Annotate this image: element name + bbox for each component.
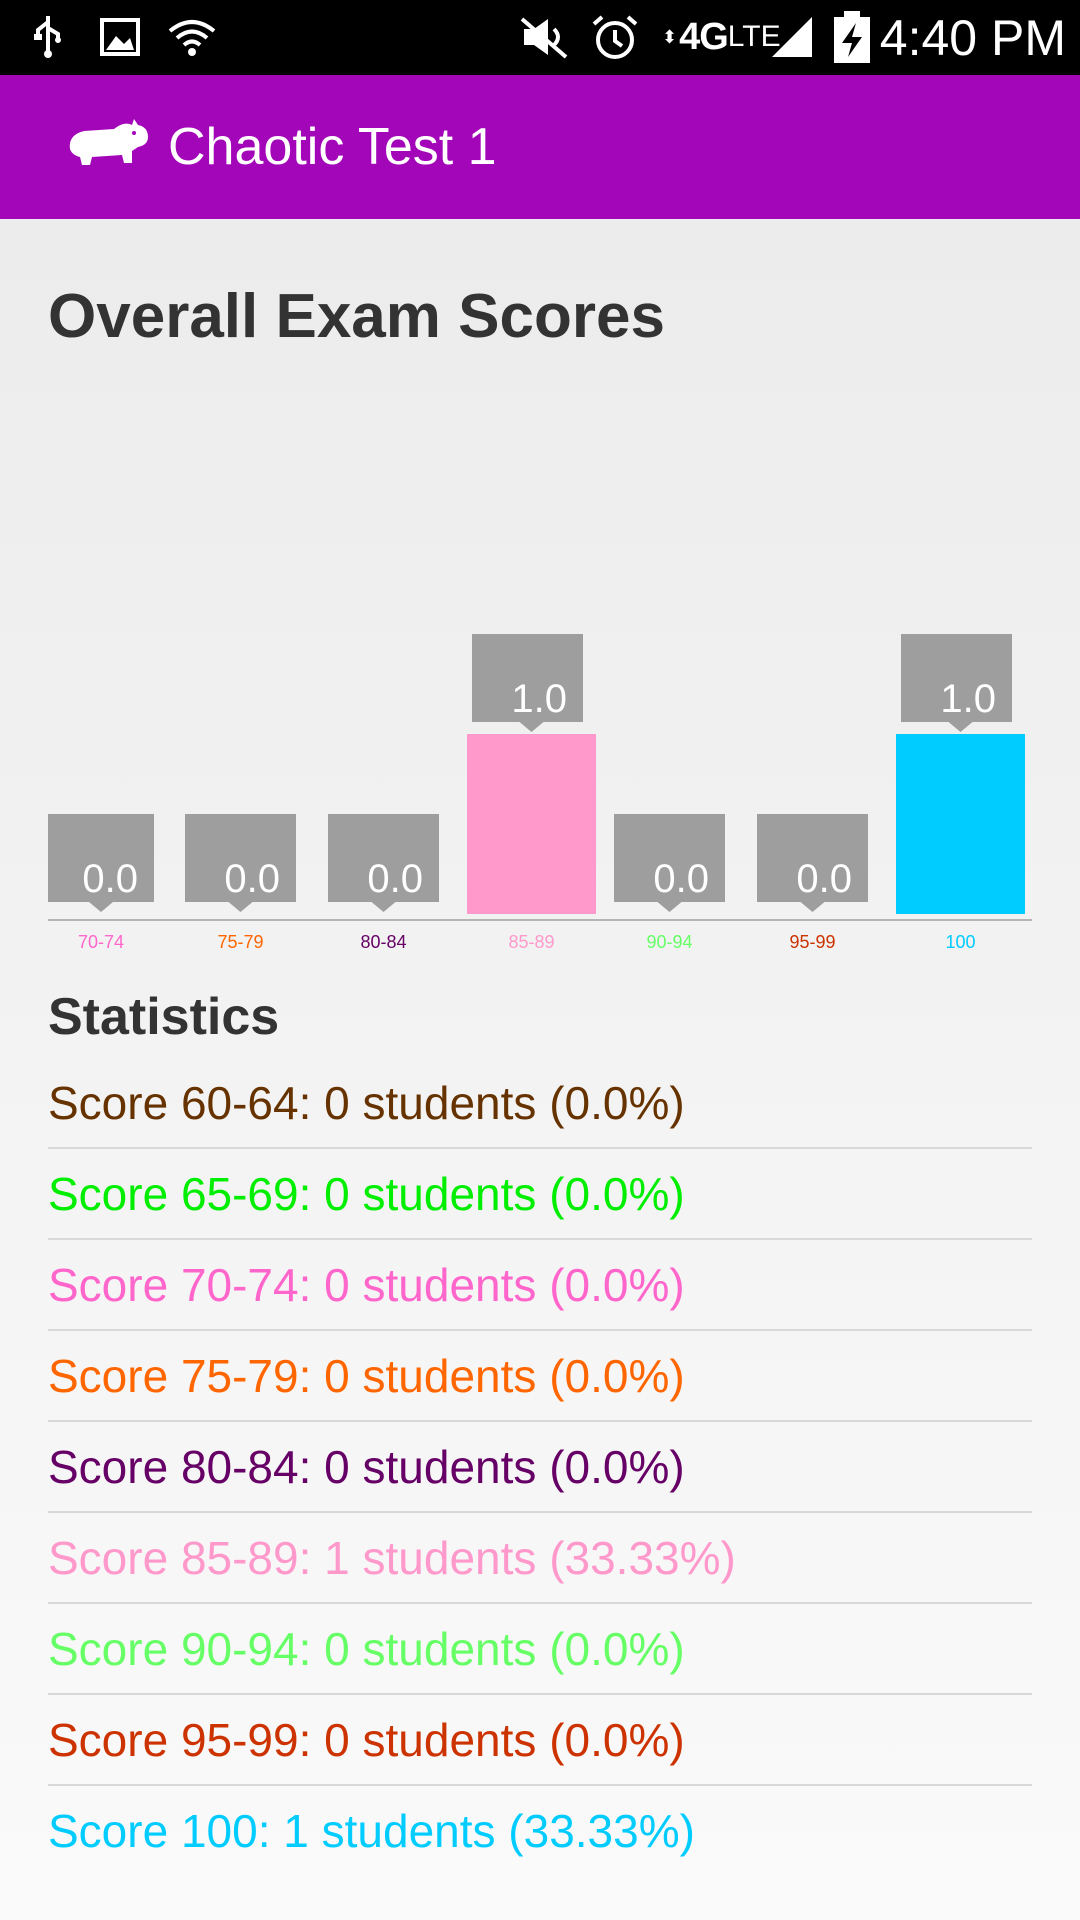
- value-label-pointer: [228, 902, 253, 912]
- value-label-bubble: [48, 814, 154, 902]
- main-content: Overall Exam Scores 0.0 70-74 0.0 75-79 0.0 8…: [0, 219, 1080, 1920]
- x-tick-label: 95-99: [789, 932, 835, 952]
- mute-icon: [518, 14, 570, 60]
- network-label: 4G: [679, 15, 729, 58]
- alarm-icon: [590, 14, 640, 60]
- x-tick-label: 80-84: [360, 932, 406, 952]
- value-label: 0.0: [224, 857, 280, 901]
- x-tick-label: 70-74: [78, 932, 124, 952]
- value-label-bubble: [757, 814, 868, 902]
- value-label: 1.0: [511, 677, 567, 721]
- status-time: 4:40 PM: [879, 10, 1066, 66]
- signal-icon: [770, 14, 816, 60]
- x-tick-label: 90-94: [646, 932, 692, 952]
- value-label-bubble: [901, 634, 1012, 722]
- value-label: 1.0: [940, 677, 996, 721]
- value-label-pointer: [800, 902, 825, 912]
- chart-bar[interactable]: [896, 734, 1025, 914]
- x-tick-label: 75-79: [217, 932, 263, 952]
- x-tick-label: 100: [945, 932, 975, 952]
- network-type: ⬍ 4G LTE: [662, 15, 781, 58]
- app-bar: Chaotic Test 1: [0, 75, 1080, 219]
- statistic-row: Score 90-94: 0 students (0.0%): [48, 1604, 1032, 1695]
- value-label: 0.0: [367, 857, 423, 901]
- page-title: Overall Exam Scores: [48, 282, 665, 351]
- hippo-icon[interactable]: [62, 115, 152, 175]
- value-label-pointer: [519, 722, 544, 732]
- statistic-row: Score 95-99: 0 students (0.0%): [48, 1695, 1032, 1786]
- value-label-pointer: [657, 902, 682, 912]
- value-label: 0.0: [796, 857, 852, 901]
- value-label-pointer: [89, 902, 113, 912]
- image-icon: [100, 14, 140, 60]
- value-label-bubble: [185, 814, 296, 902]
- statistics-title: Statistics: [48, 988, 280, 1046]
- value-label-pointer: [371, 902, 396, 912]
- value-label-bubble: [614, 814, 725, 902]
- network-sub-label: LTE: [727, 20, 781, 53]
- statistic-row: Score 75-79: 0 students (0.0%): [48, 1331, 1032, 1422]
- battery-charging-icon: [832, 11, 872, 63]
- status-bar: ⬍ 4G LTE 4:40 PM: [0, 0, 1080, 75]
- value-label: 0.0: [653, 857, 709, 901]
- wifi-icon: [166, 14, 218, 60]
- value-label-bubble: [472, 634, 583, 722]
- value-label-pointer: [948, 722, 973, 732]
- x-tick-label: 85-89: [508, 932, 554, 952]
- scores-bar-chart: 0.0 70-74 0.0 75-79 0.0 80-84 1.0 85-89 0.0 90-94…: [48, 634, 1032, 952]
- statistic-row: Score 100: 1 students (33.33%): [48, 1805, 695, 1857]
- value-label: 0.0: [82, 857, 138, 901]
- statistic-row: Score 60-64: 0 students (0.0%): [48, 1058, 1032, 1149]
- chart-bar[interactable]: [467, 734, 596, 914]
- statistic-row: Score 65-69: 0 students (0.0%): [48, 1149, 1032, 1240]
- statistic-row: Score 70-74: 0 students (0.0%): [48, 1240, 1032, 1331]
- value-label-bubble: [328, 814, 439, 902]
- usb-icon: [30, 14, 66, 60]
- statistic-row: Score 85-89: 1 students (33.33%): [48, 1513, 1032, 1604]
- app-title: Chaotic Test 1: [168, 118, 497, 176]
- statistic-row: Score 80-84: 0 students (0.0%): [48, 1422, 1032, 1513]
